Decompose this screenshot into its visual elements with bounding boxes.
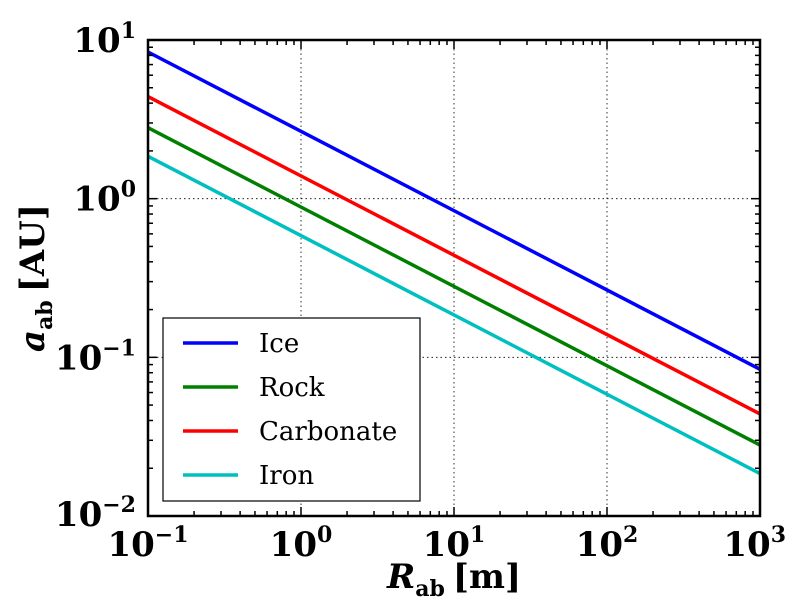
x-tick-label-base: 10 xyxy=(270,525,317,565)
x-axis-label-sub: ab xyxy=(415,576,445,600)
x-axis-label: Rab [m] xyxy=(386,557,521,600)
x-tick-label: 103 xyxy=(723,522,786,565)
tick-marks xyxy=(147,39,761,517)
x-axis-label-var: R xyxy=(386,557,415,597)
y-tick-label-exponent: 0 xyxy=(121,177,136,203)
x-tick-label-base: 10 xyxy=(107,525,154,565)
y-tick-label: 101 xyxy=(73,18,136,61)
y-axis-label-sub: ab xyxy=(32,300,58,330)
x-tick-label-base: 10 xyxy=(576,525,623,565)
y-axis-label-unit: [AU] xyxy=(13,204,53,292)
x-axis-label-unit: [m] xyxy=(453,557,521,597)
x-tick-label-base: 10 xyxy=(423,525,470,565)
x-tick-label-exponent: −1 xyxy=(155,522,189,548)
y-tick-label: 10−1 xyxy=(55,335,136,378)
x-tick-label: 10−1 xyxy=(107,522,188,565)
x-tick-label: 101 xyxy=(423,522,486,565)
series-line-iron xyxy=(147,154,761,476)
x-tick-label-base: 10 xyxy=(723,525,770,565)
series-line-carbonate xyxy=(147,95,761,416)
y-tick-label-exponent: −1 xyxy=(102,335,136,361)
y-tick-label-base: 10 xyxy=(55,338,102,378)
legend-items: Ice Rock Carbonate Iron xyxy=(183,329,397,491)
legend: Ice Rock Carbonate Iron xyxy=(162,317,421,502)
x-tick-label-exponent: 2 xyxy=(623,522,638,548)
legend-label-ice: Ice xyxy=(259,329,299,359)
x-tick-label-exponent: 0 xyxy=(317,522,332,548)
y-tick-label-base: 10 xyxy=(73,21,120,61)
y-tick-label: 100 xyxy=(73,177,136,220)
legend-label-carbonate: Carbonate xyxy=(259,417,397,447)
y-tick-label: 10−2 xyxy=(55,492,136,535)
x-tick-labels: 10−1 100 101 102 103 xyxy=(107,522,786,565)
series-line-ice xyxy=(147,50,761,371)
series-lines xyxy=(147,50,761,476)
x-tick-label: 102 xyxy=(576,522,639,565)
y-tick-label-base: 10 xyxy=(55,495,102,535)
x-tick-label-exponent: 1 xyxy=(470,522,485,548)
y-tick-label-exponent: −2 xyxy=(102,492,136,518)
x-tick-label: 100 xyxy=(270,522,333,565)
legend-label-rock: Rock xyxy=(259,373,325,403)
legend-box xyxy=(162,317,421,502)
y-axis-label-var: a xyxy=(13,330,53,352)
legend-label-iron: Iron xyxy=(259,461,314,491)
y-tick-label-exponent: 1 xyxy=(121,18,136,44)
series-line-rock xyxy=(147,126,761,447)
y-tick-label-base: 10 xyxy=(73,180,120,220)
y-axis-label: aab [AU] xyxy=(13,204,58,352)
x-tick-label-exponent: 3 xyxy=(771,522,786,548)
